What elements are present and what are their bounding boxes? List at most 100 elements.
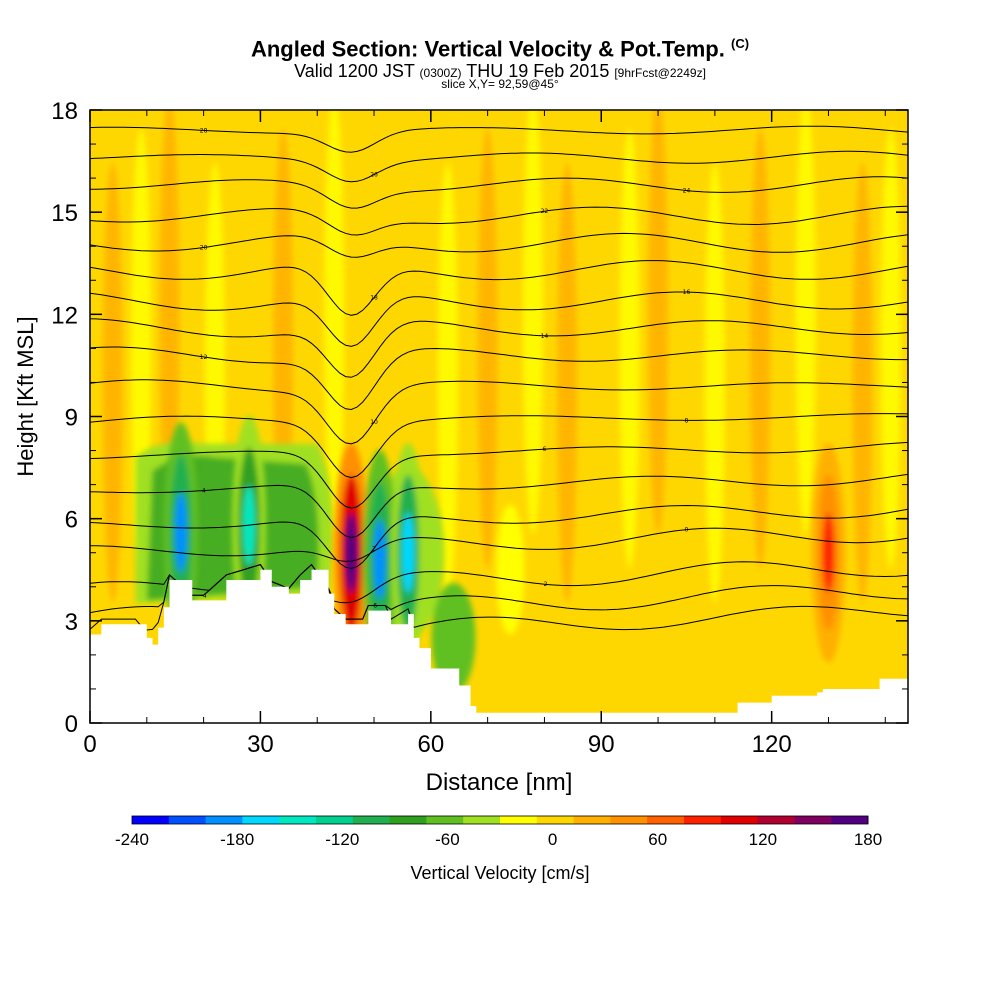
colorbar-swatch — [426, 816, 464, 824]
colorbar-swatch — [831, 816, 869, 824]
velocity-cell-core — [822, 512, 835, 593]
colorbar-swatch — [168, 816, 207, 824]
isentrope-label: -2 — [541, 581, 547, 588]
velocity-cell — [391, 442, 426, 663]
field-streak — [795, 110, 816, 535]
valid-date: THU 19 Feb 2015 — [466, 61, 610, 81]
isentrope-line — [90, 561, 908, 604]
field-streak — [880, 128, 901, 569]
isentrope-line — [90, 527, 908, 562]
colorbar-tick-label: -180 — [220, 830, 254, 849]
y-tick-label: 3 — [65, 609, 78, 636]
colorbar-swatch — [205, 816, 243, 824]
isentrope-label: 24 — [683, 188, 691, 195]
isentrope-label: 10 — [370, 419, 378, 426]
isentrope-label: -6 — [371, 603, 377, 610]
isentrope-line — [90, 260, 908, 316]
isentrope-label: 4 — [202, 488, 206, 495]
x-tick-label: 90 — [588, 731, 615, 758]
chart-title-tag: (C) — [731, 36, 750, 51]
isentrope-line — [90, 346, 908, 411]
colorbar-swatch — [463, 816, 501, 824]
colorbar-tick-label: 120 — [749, 830, 777, 849]
isentrope-line — [90, 318, 908, 378]
isentrope-line — [90, 473, 908, 539]
colorbar-tick-label: 180 — [854, 830, 882, 849]
forecast-tag: [9hrFcst@2249z] — [614, 66, 706, 80]
colorbar-tick-label: 60 — [648, 830, 667, 849]
isentrope-label: 6 — [543, 446, 547, 453]
colorbar-swatch — [610, 816, 648, 824]
colorbar-swatch — [573, 816, 611, 824]
field-streak — [523, 110, 544, 535]
y-tick-label: 0 — [65, 711, 78, 738]
chart-title-main: Angled Section: Vertical Velocity & Pot.… — [250, 36, 725, 62]
isentrope-line — [90, 291, 908, 347]
colorbar-tick-label: 0 — [548, 830, 557, 849]
isentrope-line — [90, 413, 908, 479]
isentrope-label: 14 — [541, 333, 549, 340]
downdraft-zone-low — [431, 582, 476, 693]
y-axis-label: Height [Kft MSL] — [13, 316, 38, 476]
y-tick-label: 9 — [65, 405, 78, 432]
velocity-cell — [334, 442, 369, 663]
isentrope-label: 0 — [685, 527, 689, 534]
field-streak — [648, 110, 669, 535]
colorbar-tick-label: -60 — [435, 830, 460, 849]
colorbar-swatch — [536, 816, 575, 824]
isentrope-label: 8 — [685, 417, 689, 424]
isentrope-line — [90, 232, 908, 258]
isentrope-label: -4 — [201, 592, 207, 599]
field-streak — [750, 128, 771, 569]
isentrope-label: 16 — [683, 289, 691, 296]
isentrope-label: 12 — [200, 354, 208, 361]
field-streak — [102, 162, 123, 603]
colorbar-swatch — [279, 816, 317, 824]
isentrope-line — [90, 150, 908, 183]
colorbar-swatch — [316, 816, 354, 824]
terrain-fill — [90, 569, 908, 723]
x-tick-label: 60 — [417, 731, 444, 758]
colorbar-swatch — [242, 816, 280, 824]
field-streak — [557, 162, 578, 603]
x-axis-label: Distance [nm] — [426, 769, 573, 796]
isentrope-line — [90, 176, 908, 209]
isentrope-line — [90, 504, 908, 569]
colorbar-frame — [131, 815, 869, 825]
colorbar-title: Vertical Velocity [cm/s] — [410, 863, 590, 883]
isentrope-line — [90, 379, 908, 445]
field-streak — [704, 162, 725, 603]
field-streak — [437, 162, 458, 603]
isentrope-line — [90, 441, 908, 509]
field-streak — [324, 110, 345, 535]
x-tick-label: 120 — [752, 731, 792, 758]
colorbar-swatch — [500, 816, 538, 824]
slice-info: slice X,Y= 92,59@45° — [441, 77, 559, 91]
colorbar-swatch — [132, 816, 170, 824]
x-tick-label: 30 — [247, 731, 274, 758]
isentrope-line — [90, 125, 908, 153]
y-tick-label: 18 — [51, 98, 78, 125]
colorbar-swatch — [389, 816, 427, 824]
colorbar-swatch — [647, 816, 685, 824]
valid-utc: (0300Z) — [419, 66, 462, 80]
velocity-cell-core — [402, 512, 415, 593]
colorbar-swatch — [352, 816, 391, 824]
isentrope-label: 26 — [370, 172, 378, 179]
field-streak — [159, 110, 180, 535]
field-streak — [619, 128, 640, 569]
field-yellow-patch — [496, 504, 525, 635]
y-tick-label: 15 — [51, 200, 78, 227]
colorbar-swatch — [684, 816, 722, 824]
valid-time: Valid 1200 JST — [294, 61, 415, 81]
colorbar-tick-label: -240 — [115, 830, 149, 849]
colorbar-swatch — [794, 816, 832, 824]
field-streak — [852, 162, 873, 603]
colorbar-tick-label: -120 — [325, 830, 359, 849]
y-tick-label: 12 — [51, 302, 78, 329]
isentrope-label: 22 — [541, 208, 549, 215]
field-streak — [477, 128, 498, 569]
colorbar-swatch — [757, 816, 795, 824]
isentrope-label: 18 — [370, 295, 378, 302]
